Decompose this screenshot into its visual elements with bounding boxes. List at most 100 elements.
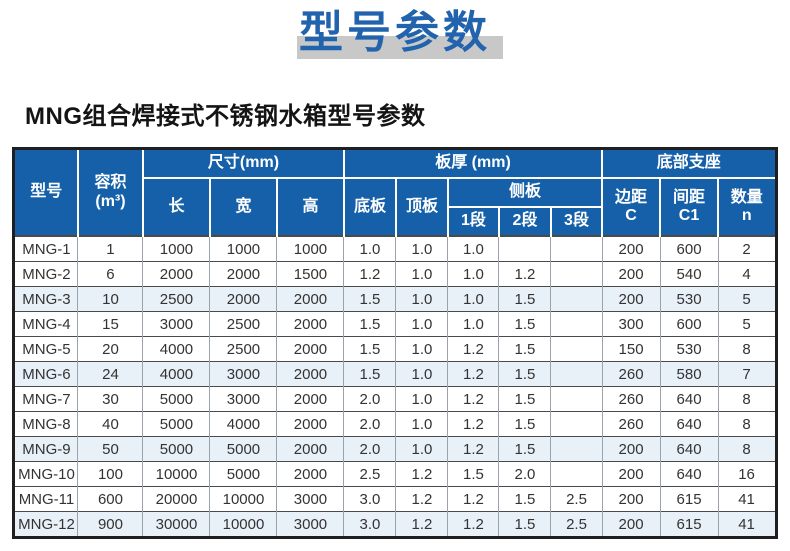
table-cell: 3000 [276, 511, 345, 538]
table-cell: 8 [717, 336, 777, 362]
table-cell: 1000 [209, 235, 278, 262]
table-row: MNG-4 15 3000 2500 2000 1.5 1.0 1.0 1.5 300 600 5 [13, 311, 777, 337]
table-cell: 200 [601, 486, 661, 512]
table-cell: 2500 [142, 286, 211, 312]
model-cell: MNG-4 [13, 311, 79, 337]
table-cell: 530 [659, 286, 719, 312]
table-cell: 1.2 [395, 486, 449, 512]
title-banner: 型号参数 [0, 0, 790, 66]
col-header-quantity-label: 数量 [730, 188, 763, 206]
table-cell: 2.5 [550, 511, 603, 538]
table-cell: 8 [717, 436, 777, 462]
table-cell: 5000 [209, 436, 278, 462]
table-cell: 5 [717, 286, 777, 312]
col-header-edge-distance-symbol: C [625, 207, 637, 224]
table-cell: 2000 [276, 461, 345, 487]
table-cell [550, 235, 603, 262]
table-cell: 4000 [142, 336, 211, 362]
table-cell: 41 [717, 486, 777, 512]
table-cell: 1.0 [395, 361, 449, 387]
table-cell: 260 [601, 386, 661, 412]
table-cell: 1.2 [447, 436, 500, 462]
table-cell: 1.5 [498, 436, 552, 462]
table-row: MNG-3 10 2500 2000 2000 1.5 1.0 1.0 1.5 200 530 5 [13, 286, 777, 312]
table-cell: 1 [77, 235, 144, 262]
table-cell: 1.2 [447, 411, 500, 437]
col-header-quantity-symbol: n [741, 207, 752, 224]
table-cell: 2000 [142, 261, 211, 287]
table-cell: 1.0 [395, 261, 449, 287]
table-row: MNG-12 900 30000 10000 3000 3.0 1.2 1.2 1.5 2.5 20… [13, 511, 777, 538]
table-cell: 30 [77, 386, 144, 412]
table-cell: 8 [717, 386, 777, 412]
table-cell: 1.2 [447, 386, 500, 412]
table-cell: 4 [717, 261, 777, 287]
table-cell: 1500 [276, 261, 345, 287]
table-cell: 1.0 [395, 386, 449, 412]
table-cell: 2000 [276, 311, 345, 337]
table-cell: 100 [77, 461, 144, 487]
table-cell [550, 436, 603, 462]
table-cell: 1.5 [343, 336, 397, 362]
table-cell: 1.5 [498, 286, 552, 312]
model-cell: MNG-2 [13, 261, 79, 287]
table-cell: 1.0 [343, 235, 397, 262]
table-cell: 1.5 [498, 361, 552, 387]
table-cell [550, 461, 603, 487]
group-header-support: 底部支座 [601, 147, 778, 178]
group-header-dimensions: 尺寸(mm) [141, 147, 345, 178]
table-cell: 2000 [209, 286, 278, 312]
table-cell: 7 [717, 361, 777, 387]
table-cell: 5000 [142, 411, 211, 437]
table-cell: 1000 [276, 235, 345, 262]
table-cell: 2 [717, 235, 777, 262]
table-cell [550, 336, 603, 362]
table-cell: 600 [659, 235, 719, 262]
table-cell: 2.0 [498, 461, 552, 487]
title-shadow-bar [297, 36, 503, 59]
table-cell: 1.0 [395, 286, 449, 312]
table-cell: 640 [659, 436, 719, 462]
col-header-volume: 容积 (m³) [76, 147, 144, 236]
table-cell: 1.2 [343, 261, 397, 287]
table-row: MNG-2 6 2000 2000 1500 1.2 1.0 1.0 1.2 200 540 4 [13, 261, 777, 287]
table-cell: 4000 [142, 361, 211, 387]
table-cell: 3.0 [343, 511, 397, 538]
col-header-length: 长 [141, 177, 211, 236]
model-cell: MNG-8 [13, 411, 79, 437]
table-row: MNG-10 100 10000 5000 2000 2.5 1.2 1.5 2.0 200 640… [13, 461, 777, 487]
table-cell: 10000 [209, 511, 278, 538]
table-cell: 300 [601, 311, 661, 337]
table-cell: 5 [717, 311, 777, 337]
table-cell: 1.0 [395, 311, 449, 337]
table-cell: 200 [601, 511, 661, 538]
table-cell [550, 361, 603, 387]
spec-table: 型号 容积 (m³) 尺寸(mm) 板厚 (mm) 底部支座 长 宽 高 [12, 147, 778, 539]
table-cell: 640 [659, 411, 719, 437]
table-row: MNG-5 20 4000 2500 2000 1.5 1.0 1.2 1.5 150 530 8 [13, 336, 777, 362]
col-header-height: 高 [275, 177, 345, 236]
table-cell: 200 [601, 461, 661, 487]
table-cell: 1.2 [498, 261, 552, 287]
spec-table-header: 型号 容积 (m³) 尺寸(mm) 板厚 (mm) 底部支座 长 宽 高 [12, 147, 778, 236]
col-header-volume-label: 容积 [94, 174, 127, 192]
spec-table-wrap: 型号 容积 (m³) 尺寸(mm) 板厚 (mm) 底部支座 长 宽 高 [0, 147, 790, 539]
table-cell: 2.0 [343, 411, 397, 437]
table-cell: 260 [601, 411, 661, 437]
table-cell: 200 [601, 235, 661, 262]
table-cell: 3000 [209, 386, 278, 412]
table-cell [550, 286, 603, 312]
table-cell: 1.2 [447, 361, 500, 387]
table-cell: 41 [717, 511, 777, 538]
table-cell [550, 261, 603, 287]
table-row: MNG-7 30 5000 3000 2000 2.0 1.0 1.2 1.5 260 640 8 [13, 386, 777, 412]
table-cell: 24 [77, 361, 144, 387]
table-cell: 1.0 [395, 235, 449, 262]
table-cell: 20000 [142, 486, 211, 512]
table-cell [550, 411, 603, 437]
table-cell: 3000 [142, 311, 211, 337]
table-cell: 2500 [209, 336, 278, 362]
table-cell: 640 [659, 386, 719, 412]
table-cell: 1.5 [343, 286, 397, 312]
